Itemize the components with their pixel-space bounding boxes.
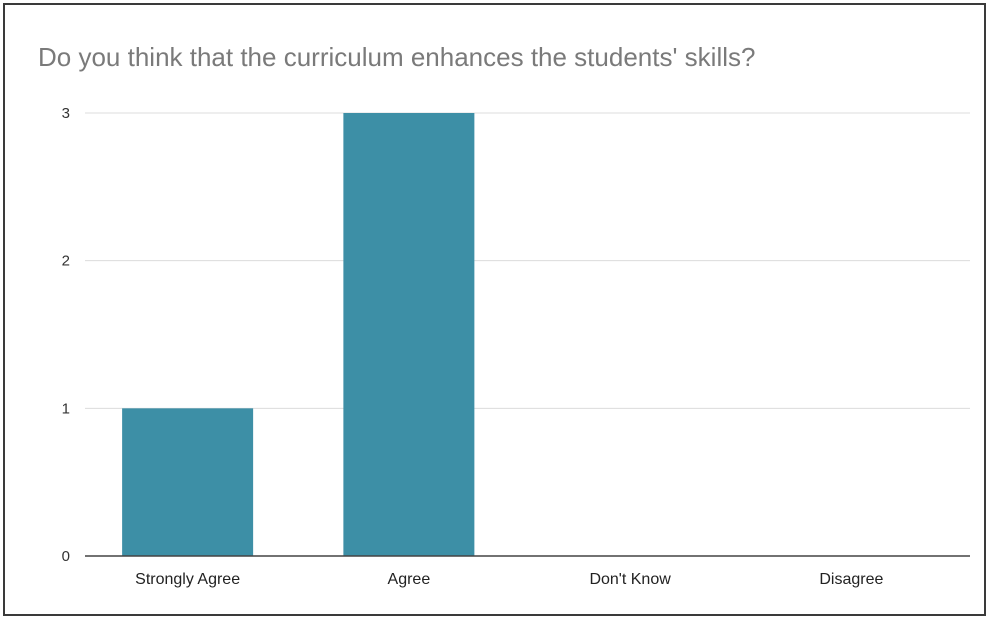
y-tick-label-3: 3	[62, 105, 70, 122]
bar-0	[122, 408, 254, 556]
x-tick-label-3: Disagree	[819, 571, 883, 588]
chart-title: Do you think that the curriculum enhance…	[38, 42, 756, 72]
y-tick-label-0: 0	[62, 548, 70, 565]
x-tick-label-0: Strongly Agree	[135, 571, 240, 588]
bar-1	[343, 113, 475, 556]
gridlines	[85, 112, 970, 409]
labels: 0 1 2 3 Strongly Agree Agree Don't Know Disagre…	[62, 105, 884, 588]
y-tick-label-1: 1	[62, 400, 70, 417]
bars	[122, 113, 475, 556]
y-tick-label-2: 2	[62, 253, 70, 270]
x-tick-label-1: Agree	[388, 571, 431, 588]
x-tick-label-2: Don't Know	[589, 571, 671, 588]
